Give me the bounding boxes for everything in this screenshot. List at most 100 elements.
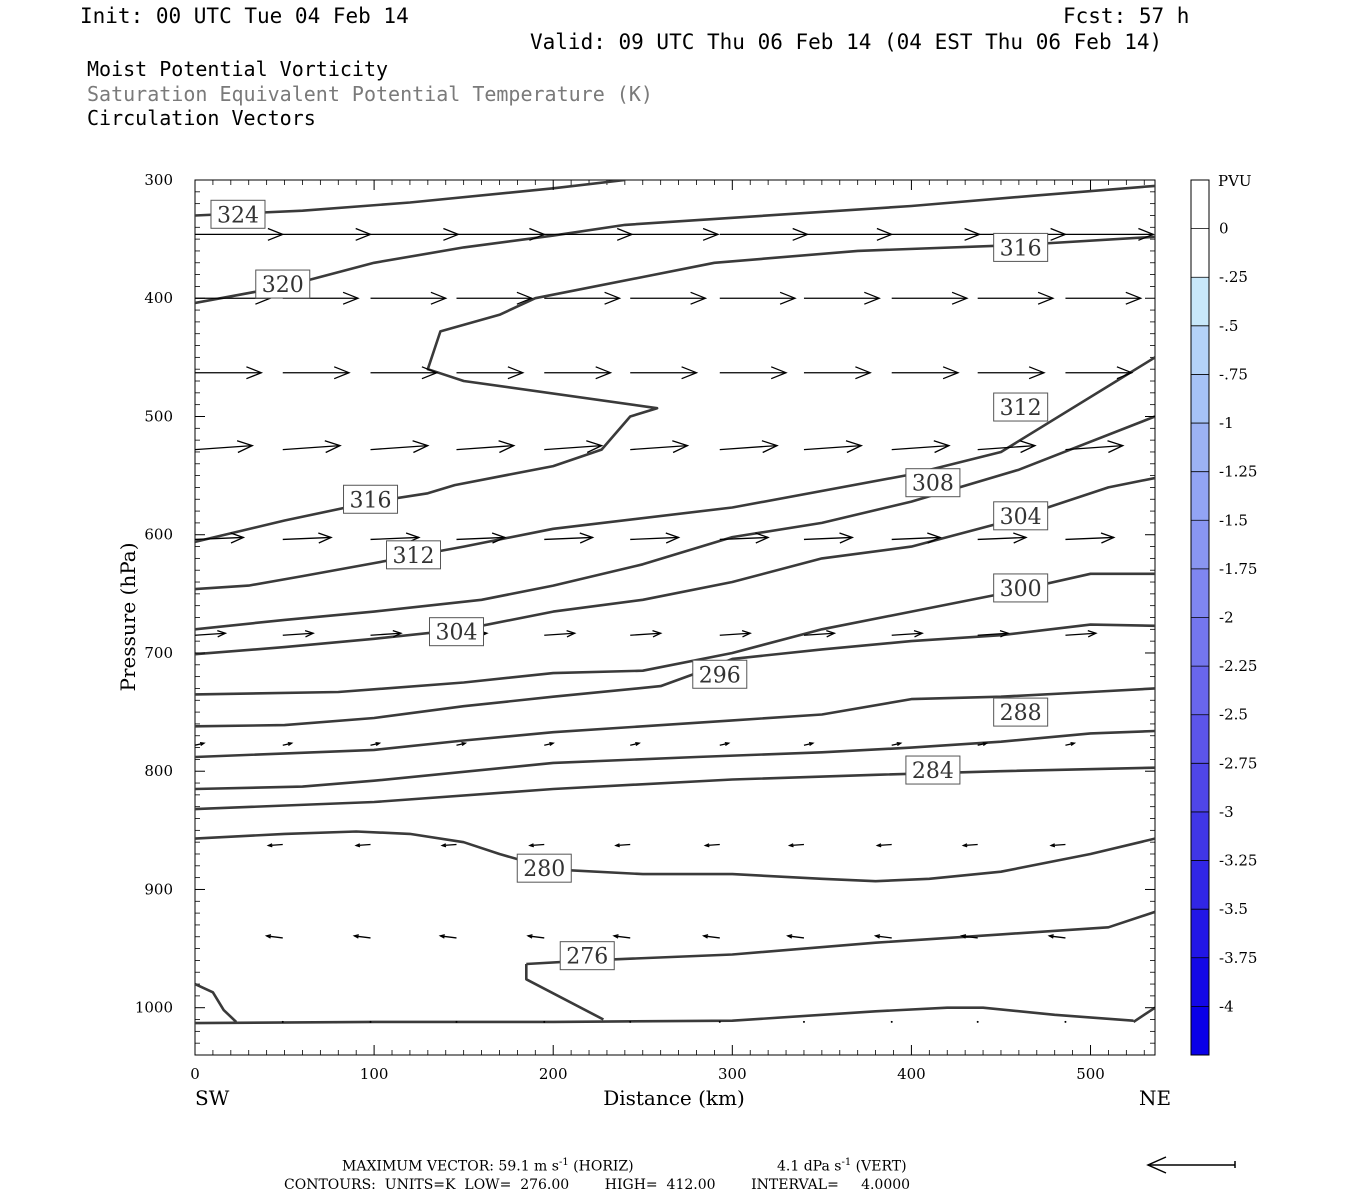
vector-head bbox=[579, 532, 595, 544]
contour-320 bbox=[195, 184, 1155, 305]
vector-head bbox=[342, 291, 360, 305]
max-vector-line: MAXIMUM VECTOR: 59.1 m s-1 (HORIZ) bbox=[342, 1157, 634, 1175]
vector-head bbox=[770, 366, 788, 380]
circulation-vector bbox=[1065, 444, 1123, 451]
vector-head bbox=[1019, 440, 1037, 454]
colorbar-segment bbox=[1191, 617, 1209, 667]
vector-head bbox=[421, 366, 439, 380]
vector-head bbox=[1049, 843, 1056, 848]
circulation-vector bbox=[630, 632, 661, 636]
contour-label: 316 bbox=[1000, 236, 1042, 261]
colorbar-level: -1 bbox=[1219, 414, 1234, 432]
colorbar-level: -3.75 bbox=[1219, 949, 1257, 967]
circulation-vector bbox=[719, 632, 751, 636]
vector-head bbox=[896, 741, 903, 747]
vector-head bbox=[1100, 532, 1116, 544]
circulation-vector bbox=[544, 632, 575, 636]
contour-284 bbox=[195, 729, 1155, 791]
x-tick-label: 300 bbox=[718, 1065, 747, 1083]
vector-head bbox=[1037, 291, 1055, 305]
vector-head bbox=[724, 741, 731, 747]
colorbar-segment bbox=[1191, 471, 1209, 521]
vector-head bbox=[614, 843, 620, 848]
contour-label-box bbox=[210, 199, 266, 229]
colorbar-segment bbox=[1191, 180, 1209, 230]
vector-head bbox=[392, 629, 403, 638]
contour-ctr-1013 bbox=[195, 1006, 1134, 1025]
valid-time: Valid: 09 UTC Thu 06 Feb 14 (04 EST Thu … bbox=[530, 30, 1163, 54]
vector-head bbox=[808, 741, 815, 747]
circulation-vector bbox=[370, 444, 428, 451]
colorbar-level: -2.25 bbox=[1219, 657, 1257, 675]
contour-label: 304 bbox=[1000, 505, 1042, 530]
vector-dot bbox=[890, 1020, 893, 1023]
vector-head bbox=[266, 843, 273, 848]
vector-head bbox=[703, 843, 710, 848]
vector-head bbox=[217, 629, 228, 638]
contour-ctr-sw-corner bbox=[195, 982, 238, 1023]
contour-label: 304 bbox=[435, 621, 477, 646]
vector-dot bbox=[802, 1020, 805, 1023]
circulation-vector bbox=[787, 935, 805, 939]
vector-head bbox=[913, 629, 924, 638]
circulation-vector bbox=[544, 444, 602, 451]
vector-head bbox=[1087, 629, 1098, 638]
vector-head bbox=[982, 741, 989, 747]
vector-head bbox=[1070, 741, 1077, 747]
colorbar-segment bbox=[1191, 957, 1209, 1007]
circulation-vector bbox=[875, 935, 892, 939]
vector-head bbox=[741, 629, 752, 638]
circulation-vector bbox=[544, 536, 593, 541]
contour-label: 316 bbox=[350, 488, 392, 513]
circulation-vector bbox=[615, 843, 631, 847]
colorbar-segment bbox=[1191, 325, 1209, 375]
contour-label-box bbox=[559, 941, 615, 971]
field-title-mpv: Moist Potential Vorticity bbox=[87, 57, 389, 81]
vector-head bbox=[826, 629, 837, 638]
circulation-vector bbox=[963, 843, 978, 847]
vector-head bbox=[461, 741, 468, 747]
y-tick-label: 700 bbox=[144, 644, 173, 662]
vector-head bbox=[933, 440, 951, 454]
pv-colorbar: 0 -.25 -.5 -.75 -1 -1.25 -1.5 -1.75 -2 -2.25 -2.5 -… bbox=[1190, 179, 1257, 1056]
circulation-vector bbox=[442, 843, 457, 847]
colorbar-segment bbox=[1191, 423, 1209, 473]
contour-ctr-830 bbox=[195, 766, 1155, 811]
colorbar-level: -3.5 bbox=[1219, 900, 1248, 918]
x-tick-label: 200 bbox=[539, 1065, 568, 1083]
max-vector-horiz: MAXIMUM VECTOR: 59.1 m s bbox=[342, 1158, 559, 1175]
contour-label: 288 bbox=[1000, 701, 1042, 726]
vector-head bbox=[264, 934, 272, 939]
contour-312 bbox=[195, 356, 1155, 591]
vector-head bbox=[304, 629, 315, 638]
circulation-vector bbox=[719, 444, 778, 451]
vert-label: (VERT) bbox=[851, 1158, 907, 1175]
contour-info: CONTOURS: UNITS=K LOW= 276.00 HIGH= 412.… bbox=[284, 1177, 911, 1193]
vector-head bbox=[412, 440, 430, 454]
contour-288 bbox=[195, 687, 1155, 759]
colorbar-segment bbox=[1191, 228, 1209, 278]
colorbar-segment bbox=[1191, 714, 1209, 764]
vector-head bbox=[586, 440, 604, 454]
contour-label: 296 bbox=[699, 663, 741, 688]
vector-head bbox=[526, 934, 533, 939]
circulation-vector bbox=[891, 632, 923, 636]
circulation-vector bbox=[630, 536, 679, 541]
circulation-vector bbox=[877, 843, 892, 847]
contour-label: 280 bbox=[523, 857, 565, 882]
colorbar-segment bbox=[1191, 568, 1209, 618]
colorbar-segment bbox=[1191, 277, 1209, 327]
circulation-vector bbox=[195, 632, 226, 636]
circulation-vector bbox=[195, 444, 253, 451]
circulation-vector bbox=[961, 935, 978, 939]
contour-label: 324 bbox=[217, 203, 259, 228]
contour-label-box bbox=[993, 232, 1049, 262]
vector-head bbox=[652, 629, 663, 638]
colorbar-level: -2 bbox=[1219, 609, 1234, 627]
contour-label-box bbox=[993, 697, 1049, 727]
contour-label: 300 bbox=[1000, 577, 1042, 602]
circulation-vector bbox=[440, 935, 457, 939]
vector-head bbox=[755, 532, 770, 544]
contour-label-box bbox=[516, 853, 572, 883]
y-tick-label: 300 bbox=[144, 171, 173, 189]
